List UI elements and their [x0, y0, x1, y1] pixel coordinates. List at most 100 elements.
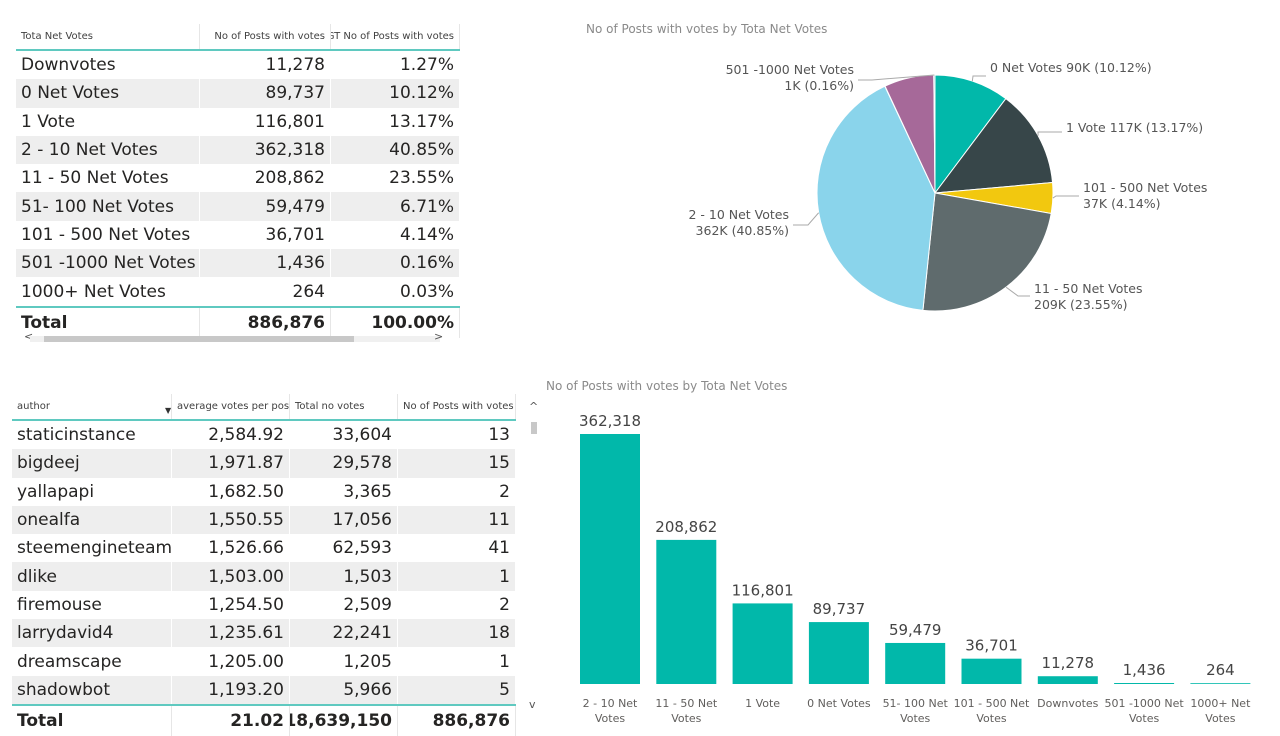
x-tick-label: Downvotes: [1037, 697, 1098, 710]
votes-cell: 2,509: [290, 590, 398, 620]
pie-data-label: 37K (4.14%): [1083, 196, 1161, 211]
bar[interactable]: [885, 642, 946, 684]
total-label: Total: [16, 307, 200, 338]
category-cell: 0 Net Votes: [16, 79, 200, 108]
pie-data-label: 362K (40.85%): [696, 223, 789, 238]
table-row[interactable]: firemouse 1,254.50 2,509 2: [12, 590, 516, 620]
pie-leader-line: [793, 212, 820, 226]
pie-slice[interactable]: [934, 74, 1007, 195]
total-percent: 100.00%: [331, 307, 460, 338]
table-row[interactable]: yallapapi 1,682.50 3,365 2: [12, 477, 516, 506]
sort-descending-icon[interactable]: ▼: [165, 406, 172, 415]
table-row[interactable]: 51- 100 Net Votes 59,479 6.71%: [16, 192, 460, 221]
votes-cell: 3,365: [290, 477, 398, 506]
category-cell: 101 - 500 Net Votes: [16, 220, 200, 250]
vertical-scrollbar[interactable]: ^ v: [528, 400, 540, 712]
table-row[interactable]: 1 Vote 116,801 13.17%: [16, 107, 460, 136]
table-row[interactable]: larrydavid4 1,235.61 22,241 18: [12, 619, 516, 648]
posts-cell: 208,862: [200, 164, 331, 193]
table-row[interactable]: Downvotes 11,278 1.27%: [16, 51, 460, 80]
author-cell: dlike: [12, 562, 172, 591]
pie-slice[interactable]: [933, 97, 1054, 194]
votes-cell: 17,056: [290, 505, 398, 535]
pie-data-label: 11 - 50 Net Votes: [1034, 281, 1143, 296]
table-row[interactable]: 0 Net Votes 89,737 10.12%: [16, 79, 460, 108]
table-row[interactable]: 101 - 500 Net Votes 36,701 4.14%: [16, 220, 460, 250]
column-header[interactable]: Total no votes: [290, 394, 398, 419]
percent-cell: 6.71%: [331, 192, 460, 221]
scrollbar-thumb[interactable]: [531, 422, 537, 434]
scroll-down-icon[interactable]: v: [529, 698, 536, 711]
bar-data-label: 11,278: [1042, 654, 1095, 672]
scroll-up-icon[interactable]: ^: [529, 400, 539, 413]
author-cell: firemouse: [12, 590, 172, 620]
x-tick-label: Votes: [976, 712, 1006, 725]
bar[interactable]: [961, 658, 1022, 684]
average-cell: 1,193.20: [172, 675, 290, 704]
x-tick-label: Votes: [595, 712, 625, 725]
bar[interactable]: [1037, 676, 1098, 684]
posts-cell: 15: [398, 449, 516, 478]
bar-data-label: 89,737: [813, 600, 866, 618]
column-header[interactable]: %GT No of Posts with votes: [331, 24, 460, 49]
table-row[interactable]: 501 -1000 Net Votes 1,436 0.16%: [16, 249, 460, 278]
column-header[interactable]: No of Posts with votes: [398, 394, 516, 419]
table-row[interactable]: 2 - 10 Net Votes 362,318 40.85%: [16, 135, 460, 165]
category-cell: Downvotes: [16, 51, 200, 80]
pie-leader-line: [1037, 131, 1062, 136]
table-row[interactable]: onealfa 1,550.55 17,056 11: [12, 505, 516, 535]
x-tick-label: Votes: [900, 712, 930, 725]
scroll-right-icon[interactable]: >: [434, 330, 444, 343]
posts-cell: 362,318: [200, 135, 331, 165]
total-posts: 886,876: [398, 705, 516, 736]
bar[interactable]: [656, 539, 717, 684]
table-row[interactable]: shadowbot 1,193.20 5,966 5: [12, 675, 516, 704]
x-tick-label: 2 - 10 Net: [583, 697, 638, 710]
posts-cell: 59,479: [200, 192, 331, 221]
votes-cell: 5,966: [290, 675, 398, 704]
votes-cell: 22,241: [290, 619, 398, 648]
author-cell: yallapapi: [12, 477, 172, 506]
table-row[interactable]: dreamscape 1,205.00 1,205 1: [12, 647, 516, 676]
table-row[interactable]: staticinstance 2,584.92 33,604 13: [12, 421, 516, 450]
bar[interactable]: [580, 434, 640, 684]
table-row[interactable]: 11 - 50 Net Votes 208,862 23.55%: [16, 164, 460, 193]
average-cell: 2,584.92: [172, 421, 290, 450]
column-header-sorted[interactable]: average votes per post: [172, 394, 290, 419]
table-row[interactable]: steemengineteam 1,526.66 62,593 41: [12, 534, 516, 563]
scroll-left-icon[interactable]: <: [24, 330, 34, 343]
bar-data-label: 59,479: [889, 621, 942, 639]
votes-cell: 33,604: [290, 421, 398, 450]
scrollbar-thumb[interactable]: [44, 336, 354, 342]
table-row[interactable]: dlike 1,503.00 1,503 1: [12, 562, 516, 591]
column-header[interactable]: No of Posts with votes: [200, 24, 331, 49]
pie-slice[interactable]: [816, 85, 936, 311]
bar[interactable]: [808, 622, 869, 684]
x-tick-label: Votes: [1129, 712, 1159, 725]
bar[interactable]: [1114, 683, 1175, 684]
posts-cell: 1,436: [200, 249, 331, 278]
bar-data-label: 264: [1206, 661, 1235, 679]
bar-data-label: 1,436: [1123, 661, 1166, 679]
table-row[interactable]: bigdeej 1,971.87 29,578 15: [12, 449, 516, 478]
posts-cell: 89,737: [200, 79, 331, 108]
average-cell: 1,526.66: [172, 534, 290, 563]
average-cell: 1,682.50: [172, 477, 290, 506]
table-header: author average votes per post Total no v…: [12, 394, 516, 421]
votes-cell: 1,205: [290, 647, 398, 676]
bar-data-label: 208,862: [655, 518, 717, 536]
table-row[interactable]: 1000+ Net Votes 264 0.03%: [16, 277, 460, 306]
posts-cell: 2: [398, 477, 516, 506]
column-header[interactable]: author: [12, 394, 172, 419]
posts-cell: 36,701: [200, 220, 331, 250]
bar-data-label: 116,801: [732, 581, 794, 599]
pie-data-label: 209K (23.55%): [1034, 297, 1127, 312]
category-cell: 51- 100 Net Votes: [16, 192, 200, 221]
bar[interactable]: [1190, 683, 1251, 684]
bar[interactable]: [732, 603, 793, 684]
posts-cell: 116,801: [200, 107, 331, 136]
horizontal-scrollbar[interactable]: < >: [16, 330, 452, 345]
x-tick-label: 101 - 500 Net: [954, 697, 1030, 710]
pie-slice[interactable]: [922, 192, 1052, 312]
column-header[interactable]: Tota Net Votes: [16, 24, 200, 49]
